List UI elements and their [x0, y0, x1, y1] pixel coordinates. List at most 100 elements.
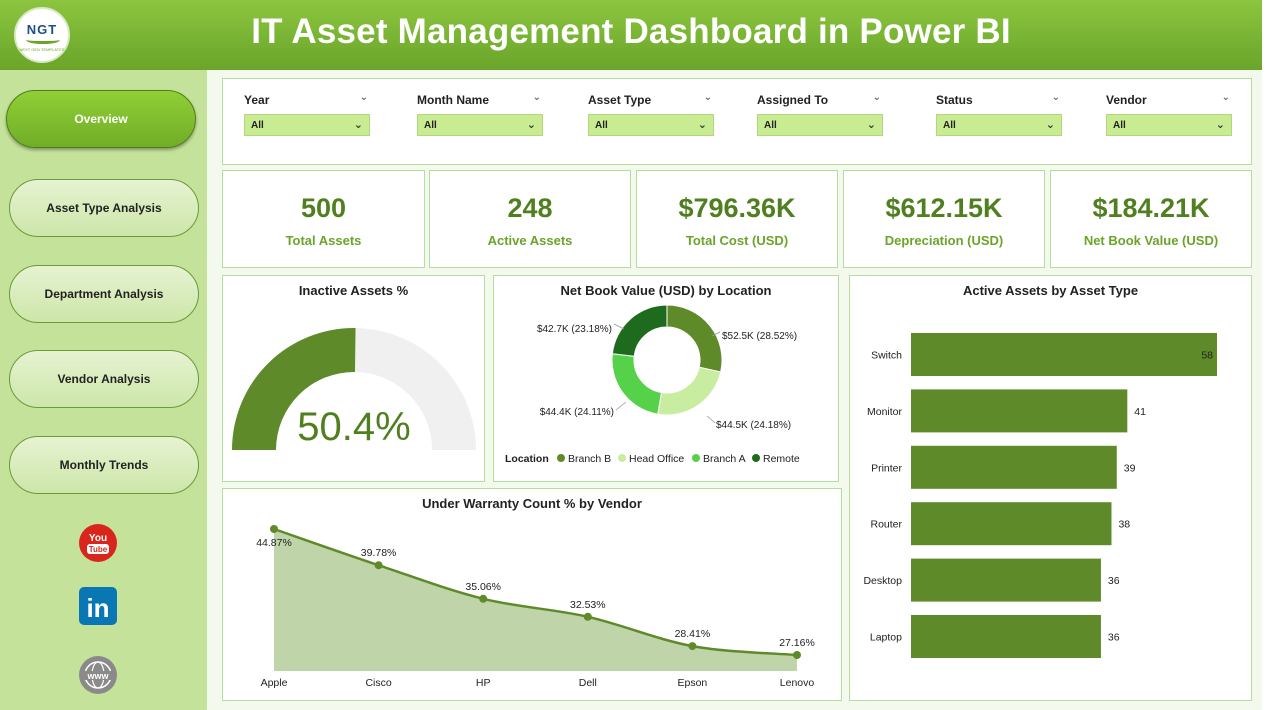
chevron-down-icon[interactable]: ⌄ [532, 92, 541, 103]
filter-status-value: All [943, 120, 956, 131]
filter-year-label: Year [244, 93, 270, 107]
donut-label-remote: $42.7K (23.18%) [537, 324, 612, 335]
bar-category-label: Switch [871, 350, 902, 362]
nav-vendor-analysis-button[interactable]: Vendor Analysis [9, 350, 199, 408]
donut-label-branch-b: $52.5K (28.52%) [722, 331, 797, 342]
chevron-down-icon[interactable]: ⌄ [1221, 92, 1230, 103]
bar-value-label: 58 [1201, 350, 1213, 362]
chevron-down-icon: ⌄ [353, 119, 363, 131]
filter-asset-type-select[interactable]: All ⌄ [588, 114, 714, 136]
kpi-total-cost-label: Total Cost (USD) [685, 233, 789, 248]
filter-year-value: All [251, 120, 264, 131]
legend-branch-a[interactable]: Branch A [703, 453, 746, 465]
page-title: IT Asset Management Dashboard in Power B… [251, 12, 1011, 51]
chevron-down-icon[interactable]: ⌄ [703, 92, 712, 103]
filter-year-select[interactable]: All ⌄ [244, 114, 370, 136]
chevron-down-icon: ⌄ [1045, 119, 1055, 131]
kpi-total-cost: $796.36K Total Cost (USD) [636, 170, 838, 268]
header-bar: NGT NEXT GEN TEMPLATES IT Asset Manageme… [0, 0, 1262, 70]
area-point-apple[interactable] [270, 525, 278, 533]
kpi-active-assets: 248 Active Assets [429, 170, 631, 268]
donut-label-head-office: $44.5K (24.18%) [716, 420, 791, 431]
kpi-net-book-value: $184.21K Net Book Value (USD) [1050, 170, 1252, 268]
kpi-depreciation-value: $612.15K [885, 193, 1003, 223]
area-data-label: 44.87% [256, 537, 292, 549]
bar-category-label: Laptop [870, 632, 902, 644]
youtube-icon-text-top: You [89, 533, 107, 544]
bar-desktop[interactable] [911, 558, 1101, 602]
donut-chart: $42.7K (23.18%) $52.5K (28.52%) $44.4K (… [505, 304, 800, 465]
filter-status-label: Status [936, 93, 973, 107]
kpi-total-assets: 500 Total Assets [222, 170, 425, 268]
main-content: Year ⌄ All ⌄ Month Name ⌄ All ⌄ Asset Type ⌄ … [207, 70, 1262, 710]
chevron-down-icon: ⌄ [526, 119, 536, 131]
nav-asset-type-analysis-button[interactable]: Asset Type Analysis [9, 179, 199, 237]
legend-branch-b[interactable]: Branch B [568, 453, 611, 465]
kpi-depreciation-label: Depreciation (USD) [884, 233, 1004, 248]
donut-slice-branch-b[interactable] [666, 304, 723, 373]
filter-status-select[interactable]: All ⌄ [936, 114, 1062, 136]
nav-department-analysis-button[interactable]: Department Analysis [9, 265, 199, 323]
logo-text: NGT [26, 22, 58, 37]
filter-panel: Year ⌄ All ⌄ Month Name ⌄ All ⌄ Asset Type ⌄ … [222, 78, 1252, 165]
gauge-fill[interactable] [232, 328, 356, 450]
gauge-chart: 50.4% [232, 328, 476, 450]
bar-category-label: Desktop [863, 575, 902, 587]
bar-value-label: 41 [1134, 406, 1146, 418]
filter-status: Status ⌄ All ⌄ [936, 92, 1062, 136]
sidebar: Overview Asset Type Analysis Department … [0, 70, 207, 710]
chevron-down-icon[interactable]: ⌄ [359, 92, 368, 103]
donut-slice-branch-a[interactable] [611, 353, 663, 415]
bar-router[interactable] [911, 502, 1112, 546]
active-assets-by-asset-type-card: Active Assets by Asset Type Switch 58 Moni… [849, 275, 1252, 701]
area-line [273, 527, 798, 657]
filter-vendor-select[interactable]: All ⌄ [1106, 114, 1232, 136]
filter-assigned-to: Assigned To ⌄ All ⌄ [757, 92, 883, 136]
area-data-label: 39.78% [361, 547, 397, 559]
filter-vendor-value: All [1113, 120, 1126, 131]
legend-dot-branch-a [692, 454, 700, 462]
area-point-dell[interactable] [583, 612, 592, 621]
bar-laptop[interactable] [911, 615, 1101, 658]
area-point-epson[interactable] [688, 642, 697, 651]
legend-remote[interactable]: Remote [763, 453, 800, 465]
linkedin-icon[interactable]: in [78, 586, 118, 626]
bar-value-label: 38 [1118, 519, 1130, 531]
donut-slice-head-office[interactable] [657, 366, 722, 416]
gauge-title: Inactive Assets % [298, 283, 409, 298]
net-book-value-by-location-card: Net Book Value (USD) by Location $42.7K … [493, 275, 839, 482]
filter-assigned-to-select[interactable]: All ⌄ [757, 114, 883, 136]
bar-value-label: 36 [1108, 575, 1120, 587]
filter-asset-type-label: Asset Type [588, 93, 652, 107]
area-category-label: HP [476, 677, 491, 689]
logo-swoosh [26, 36, 60, 44]
area-point-cisco[interactable] [374, 561, 383, 570]
legend-dot-remote [752, 454, 760, 462]
area-data-label: 32.53% [570, 599, 606, 611]
globe-icon-text: www [86, 671, 109, 681]
nav-overview-button[interactable]: Overview [6, 90, 196, 148]
chevron-down-icon: ⌄ [697, 119, 707, 131]
nav-monthly-trends-button[interactable]: Monthly Trends [9, 436, 199, 494]
filter-month-name-select[interactable]: All ⌄ [417, 114, 543, 136]
filter-vendor-label: Vendor [1106, 93, 1147, 107]
inactive-assets-gauge-card: Inactive Assets % 50.4% [222, 275, 485, 482]
filter-vendor: Vendor ⌄ All ⌄ [1106, 92, 1232, 136]
donut-title: Net Book Value (USD) by Location [560, 283, 772, 298]
area-point-hp[interactable] [479, 594, 488, 603]
bar-printer[interactable] [911, 445, 1117, 489]
area-category-label: Epson [678, 677, 708, 689]
area-category-label: Apple [261, 677, 288, 689]
legend-head-office[interactable]: Head Office [629, 453, 684, 465]
area-point-lenovo[interactable] [793, 651, 801, 659]
chevron-down-icon[interactable]: ⌄ [872, 92, 881, 103]
filter-month-name-label: Month Name [417, 93, 489, 107]
area-chart-title: Under Warranty Count % by Vendor [422, 496, 642, 511]
bar-monitor[interactable] [911, 389, 1128, 433]
area-data-label: 28.41% [675, 628, 711, 640]
youtube-icon[interactable]: You Tube [78, 523, 118, 563]
bar-switch[interactable] [911, 333, 1217, 376]
chevron-down-icon[interactable]: ⌄ [1051, 92, 1060, 103]
globe-icon[interactable]: www [78, 655, 118, 695]
donut-slice-remote[interactable] [611, 304, 668, 357]
